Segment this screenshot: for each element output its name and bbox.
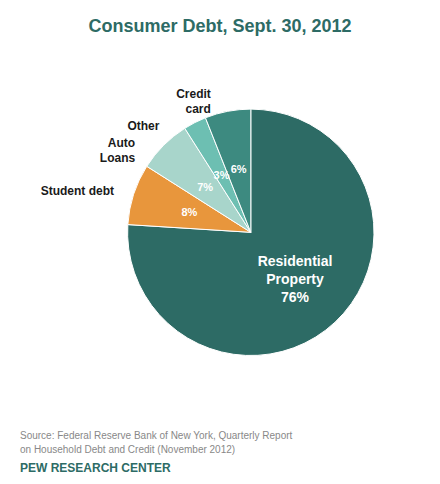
svg-text:6%: 6% xyxy=(231,163,247,175)
svg-text:card: card xyxy=(185,102,210,116)
svg-text:76%: 76% xyxy=(281,289,310,305)
svg-text:Consumer Debt, Sept. 30, 2012: Consumer Debt, Sept. 30, 2012 xyxy=(88,16,351,36)
svg-text:on Household Debt and Credit (: on Household Debt and Credit (November 2… xyxy=(20,444,235,455)
svg-text:Residential: Residential xyxy=(258,253,333,269)
svg-text:8%: 8% xyxy=(181,206,197,218)
svg-text:Property: Property xyxy=(266,271,324,287)
svg-text:Credit: Credit xyxy=(176,87,211,101)
svg-text:Source: Federal Reserve Bank o: Source: Federal Reserve Bank of New York… xyxy=(20,430,293,441)
svg-text:Auto: Auto xyxy=(108,136,135,150)
svg-text:PEW RESEARCH CENTER: PEW RESEARCH CENTER xyxy=(20,461,171,475)
svg-text:Other: Other xyxy=(127,119,159,133)
svg-text:Student debt: Student debt xyxy=(41,184,114,198)
svg-text:7%: 7% xyxy=(197,181,213,193)
svg-text:Loans: Loans xyxy=(100,151,136,165)
svg-text:3%: 3% xyxy=(214,169,230,181)
